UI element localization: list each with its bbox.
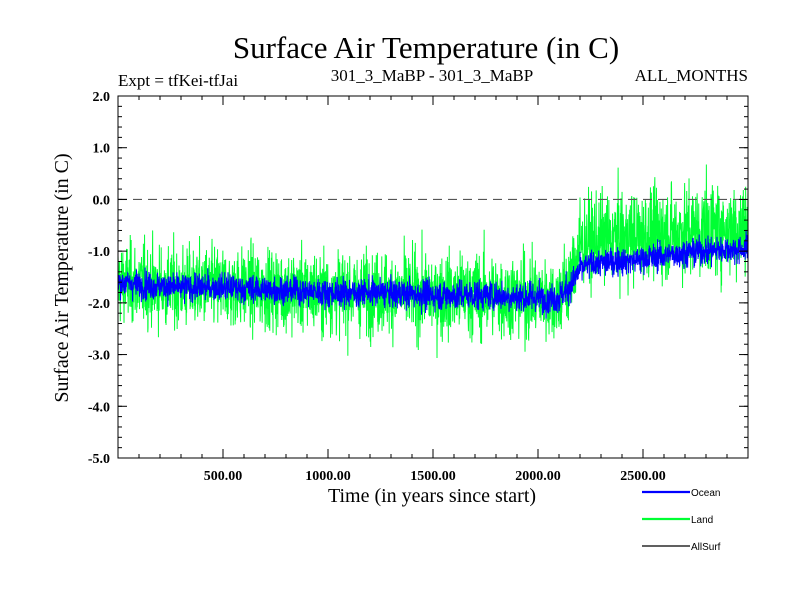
x-tick-label: 2000.00	[515, 469, 561, 484]
period-label: 301_3_MaBP - 301_3_MaBP	[331, 66, 533, 85]
x-tick-label: 1000.00	[305, 469, 351, 484]
x-tick-label: 1500.00	[410, 469, 456, 484]
y-tick-label: -2.0	[88, 297, 110, 312]
months-label: ALL_MONTHS	[635, 66, 748, 85]
x-axis-label: Time (in years since start)	[328, 485, 536, 507]
y-tick-label: -1.0	[88, 245, 110, 260]
series-line-land	[118, 164, 748, 359]
series-line-ocean	[118, 229, 748, 319]
y-tick-label: 0.0	[93, 193, 111, 208]
experiment-label: Expt = tfKei-tfJai	[118, 71, 238, 90]
y-tick-label: -5.0	[88, 452, 110, 467]
y-tick-label: 2.0	[93, 90, 111, 105]
y-tick-label: -4.0	[88, 400, 110, 415]
x-tick-label: 2500.00	[620, 469, 666, 484]
legend: Ocean Land AllSurf	[642, 488, 721, 553]
y-tick-label: -3.0	[88, 349, 110, 364]
plot-area: 2.0 1.0 0.0 -1.0 -2.0 -3.0 -4.0 -5.0 500.00 1000.…	[88, 90, 749, 484]
series-group	[118, 164, 748, 359]
chart-title: Surface Air Temperature (in C)	[233, 30, 619, 65]
x-tick-label: 500.00	[204, 469, 243, 484]
legend-label-land: Land	[691, 515, 713, 526]
y-tick-label: 1.0	[93, 142, 111, 157]
legend-label-allsurf: AllSurf	[691, 542, 721, 553]
y-axis-label: Surface Air Temperature (in C)	[51, 153, 73, 402]
legend-label-ocean: Ocean	[691, 488, 720, 499]
